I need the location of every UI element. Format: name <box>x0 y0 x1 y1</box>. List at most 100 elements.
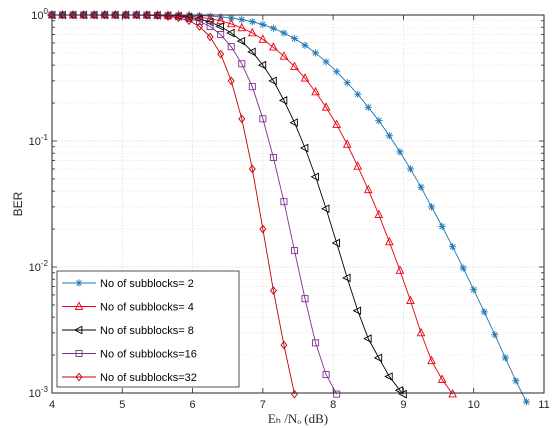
x-tick-label: 8 <box>330 399 336 411</box>
data-point <box>427 203 436 211</box>
data-point <box>333 68 341 76</box>
x-tick-label: 4 <box>49 399 55 411</box>
data-point <box>238 60 246 68</box>
data-point <box>333 390 341 398</box>
data-point <box>215 22 225 31</box>
data-point <box>248 164 256 174</box>
data-point <box>374 209 384 219</box>
data-point <box>312 339 320 347</box>
y-tick-label: 10-1 <box>29 133 49 148</box>
data-point <box>395 265 405 274</box>
data-point <box>343 79 351 87</box>
data-point <box>332 119 341 128</box>
y-tick-base: 10 <box>31 10 43 22</box>
data-point <box>290 247 298 255</box>
data-point <box>196 17 204 25</box>
data-point <box>480 308 488 316</box>
legend-label: No of subblocks=32 <box>100 372 197 384</box>
data-point <box>352 306 362 316</box>
legend-label: No of subblocks= 4 <box>100 302 194 314</box>
data-point <box>406 295 415 305</box>
legend-box <box>56 270 240 388</box>
legend: No of subblocks= 2 No of subblocks= 4 No o… <box>56 270 240 388</box>
data-point <box>417 183 425 191</box>
data-point <box>185 16 193 26</box>
data-point <box>80 10 88 20</box>
data-point <box>522 398 531 406</box>
data-point <box>501 354 509 362</box>
data-point <box>384 372 393 381</box>
data-point <box>196 22 204 31</box>
data-point <box>69 10 77 20</box>
data-point <box>259 20 267 29</box>
data-point <box>385 132 393 140</box>
data-point <box>269 42 278 51</box>
data-point <box>122 10 130 20</box>
legend-marker <box>75 372 83 382</box>
data-point <box>206 23 214 31</box>
data-point <box>311 49 320 57</box>
legend-marker <box>73 325 83 335</box>
x-tick-label: 6 <box>190 399 196 411</box>
data-point <box>363 334 372 343</box>
data-point <box>247 47 256 57</box>
x-axis-label: Eₕ /Nₒ (dB) <box>268 411 328 426</box>
x-tick-label: 9 <box>400 399 406 411</box>
y-axis-label: BER <box>11 191 25 216</box>
data-point <box>299 143 309 153</box>
data-point <box>301 295 309 303</box>
data-point <box>437 374 447 383</box>
data-point <box>322 58 330 66</box>
data-point <box>217 31 225 39</box>
y-tick-base: 10 <box>29 262 41 274</box>
data-point <box>459 264 467 272</box>
y-tick-exponent: -2 <box>41 259 49 268</box>
data-point <box>398 389 407 399</box>
legend-marker <box>75 349 83 358</box>
y-tick-base: 10 <box>29 388 41 400</box>
data-point <box>396 148 404 156</box>
data-point <box>321 102 331 111</box>
y-tick-exponent: -1 <box>41 133 49 142</box>
data-point <box>269 153 277 161</box>
data-point <box>373 353 383 363</box>
y-tick-exponent: 0 <box>44 7 49 16</box>
data-point <box>385 236 394 246</box>
y-tick-label: 10-3 <box>29 385 49 400</box>
data-point <box>300 73 310 82</box>
data-point <box>310 172 319 182</box>
data-point <box>227 76 235 86</box>
data-point <box>257 60 267 70</box>
data-point <box>206 32 214 42</box>
legend-marker <box>74 301 84 310</box>
data-point <box>449 243 457 251</box>
data-point <box>248 83 256 91</box>
data-point <box>331 238 340 248</box>
data-point <box>132 10 140 20</box>
y-tick-exponent: -3 <box>41 385 49 394</box>
data-point <box>101 10 109 20</box>
data-point <box>226 28 235 38</box>
data-point <box>237 22 247 32</box>
data-point <box>406 165 415 173</box>
x-tick-label: 7 <box>260 399 266 411</box>
ticks <box>51 15 545 394</box>
data-point <box>269 286 277 295</box>
data-point <box>90 10 98 20</box>
data-point <box>354 90 362 98</box>
data-point <box>59 10 66 20</box>
plot-frame <box>51 14 545 394</box>
data-point <box>153 11 161 20</box>
legend-entries: No of subblocks= 2 No of subblocks= 4 No o… <box>62 278 197 384</box>
legend-marker <box>75 279 83 287</box>
data-point <box>143 10 151 20</box>
data-point <box>322 371 330 379</box>
data-point <box>290 34 299 43</box>
data-point <box>259 224 267 234</box>
y-tick-label: 10-2 <box>29 259 49 274</box>
data-point <box>217 49 225 59</box>
x-tick-label: 10 <box>468 399 480 411</box>
data-point <box>512 377 520 385</box>
data-point <box>290 61 299 70</box>
